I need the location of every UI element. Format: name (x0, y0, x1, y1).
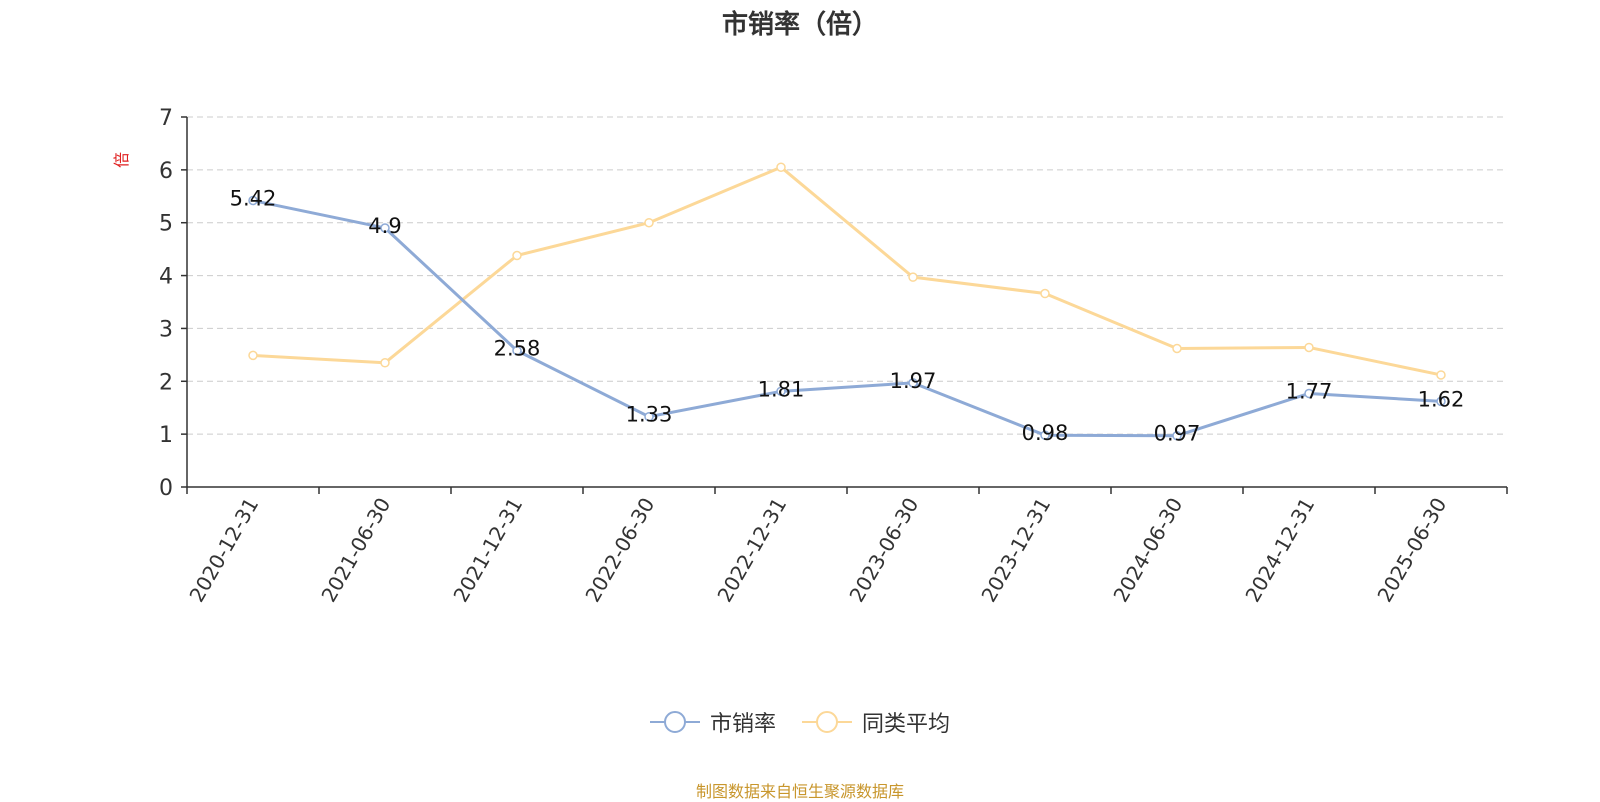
data-label: 4.9 (368, 214, 401, 238)
data-label: 5.42 (230, 187, 277, 211)
legend-marker-icon (649, 711, 700, 733)
y-tick-label: 0 (159, 476, 173, 501)
data-point-series-2[interactable] (1436, 370, 1446, 380)
legend-item-series-2[interactable]: 同类平均 (802, 706, 950, 738)
data-point-series-2[interactable] (512, 250, 522, 261)
series-line-2 (252, 165, 1442, 377)
x-tick-label: 2023-12-31 (976, 494, 1055, 607)
data-point-series-1[interactable] (908, 378, 918, 388)
series-lines (248, 162, 1446, 441)
y-tick-label: 7 (159, 106, 173, 131)
legend-marker-icon (802, 711, 852, 733)
x-tick-labels: 2020-12-31 2021-06-30 2021-12-31 2022-06-30… (184, 494, 1451, 607)
legend: 市销率 同类平均 (0, 706, 1600, 738)
data-point-series-1[interactable] (1436, 396, 1446, 407)
gridlines (187, 116, 1507, 435)
data-label: 0.97 (1154, 422, 1201, 446)
data-label: 1.62 (1418, 387, 1465, 411)
data-point-series-1[interactable] (776, 386, 786, 397)
data-point-series-2[interactable] (1304, 342, 1314, 353)
data-point-series-1[interactable] (1304, 388, 1314, 399)
legend-label-series-1: 市销率 (709, 712, 776, 737)
data-point-series-2[interactable] (908, 272, 918, 282)
data-point-series-2[interactable] (248, 350, 258, 361)
data-point-series-2[interactable] (644, 217, 654, 228)
x-tick-label: 2024-12-31 (1240, 494, 1319, 607)
y-tick-label: 5 (159, 212, 173, 237)
data-point-series-2[interactable] (1172, 343, 1182, 354)
data-label: 1.81 (758, 377, 805, 401)
data-label: 1.33 (626, 403, 673, 427)
data-labels: 5.42 4.9 2.58 1.33 1.81 1.97 0.98 0.97 1.77 1.62 (230, 187, 1465, 446)
x-tick-label: 2023-06-30 (844, 494, 923, 607)
x-tick-label: 2022-12-31 (712, 494, 791, 607)
axes (181, 116, 1508, 494)
data-point-series-2[interactable] (380, 358, 390, 368)
x-tick-label: 2020-12-31 (184, 494, 263, 607)
legend-label-series-2: 同类平均 (862, 712, 951, 737)
x-tick-label: 2024-06-30 (1108, 494, 1187, 607)
source-note: 制图数据来自恒生聚源数据库 (695, 782, 904, 801)
data-point-series-2[interactable] (1040, 288, 1050, 299)
y-tick-label: 1 (159, 423, 173, 448)
data-point-series-1[interactable] (1040, 430, 1050, 440)
series-line-1 (252, 199, 1442, 438)
data-label: 2.58 (494, 337, 541, 361)
x-tick-label: 2021-06-30 (316, 494, 395, 607)
y-axis-label: 倍 (112, 152, 131, 168)
y-tick-label: 3 (159, 317, 173, 342)
x-tick-label: 2022-06-30 (580, 494, 659, 607)
data-point-series-1[interactable] (512, 345, 522, 356)
data-label: 0.98 (1022, 421, 1069, 445)
data-point-series-1[interactable] (380, 223, 390, 233)
y-tick-labels: 0 1 2 3 4 5 6 7 (159, 106, 173, 501)
legend-item-series-1[interactable]: 市销率 (649, 706, 776, 738)
chart-title: 市销率（倍） (721, 10, 878, 40)
data-label: 1.77 (1286, 379, 1333, 403)
y-tick-label: 4 (159, 265, 173, 290)
data-point-series-1[interactable] (1172, 430, 1182, 441)
y-tick-label: 2 (159, 370, 173, 395)
x-tick-label: 2025-06-30 (1372, 494, 1451, 607)
data-label: 1.97 (890, 369, 937, 393)
data-point-series-1[interactable] (248, 195, 258, 206)
y-tick-label: 6 (159, 159, 173, 184)
data-point-series-2[interactable] (776, 162, 786, 172)
x-tick-label: 2021-12-31 (448, 494, 527, 607)
data-point-series-1[interactable] (644, 411, 654, 422)
